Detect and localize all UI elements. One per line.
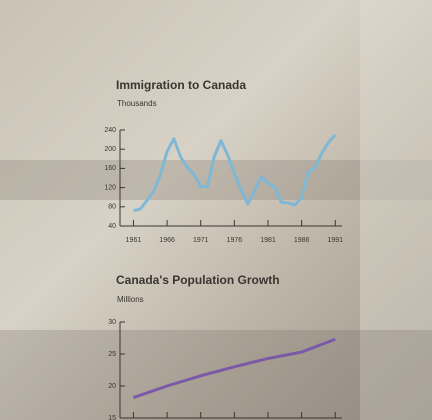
x-tick-label: 1966 <box>159 237 175 244</box>
x-tick-label: 1986 <box>294 237 310 244</box>
y-tick-label: 200 <box>104 146 116 153</box>
photo-shade <box>0 330 432 420</box>
y-tick-label: 15 <box>108 415 116 420</box>
y-tick-label: 40 <box>108 223 116 230</box>
x-tick-label: 1961 <box>126 237 142 244</box>
y-axis-label: Millions <box>117 295 144 304</box>
y-tick-label: 240 <box>104 127 116 134</box>
chart-title: Canada's Population Growth <box>116 273 280 287</box>
x-tick-label: 1991 <box>327 237 343 244</box>
chart-title: Immigration to Canada <box>116 78 246 92</box>
page: Immigration to Canada Thousands 40 80 120 160… <box>0 0 432 420</box>
chart: Immigration to Canada Thousands 40 80 120 160… <box>0 0 432 420</box>
y-tick-label: 120 <box>104 184 116 191</box>
x-tick-label: 1971 <box>193 237 209 244</box>
y-tick-label: 20 <box>108 383 116 390</box>
x-tick-label: 1981 <box>260 237 276 244</box>
y-tick-label: 160 <box>104 165 116 172</box>
x-tick-label: 1976 <box>227 237 243 244</box>
y-axis-label: Thousands <box>117 99 157 108</box>
y-tick-label: 80 <box>108 204 116 211</box>
y-tick-label: 25 <box>108 351 116 358</box>
y-tick-label: 30 <box>108 319 116 326</box>
